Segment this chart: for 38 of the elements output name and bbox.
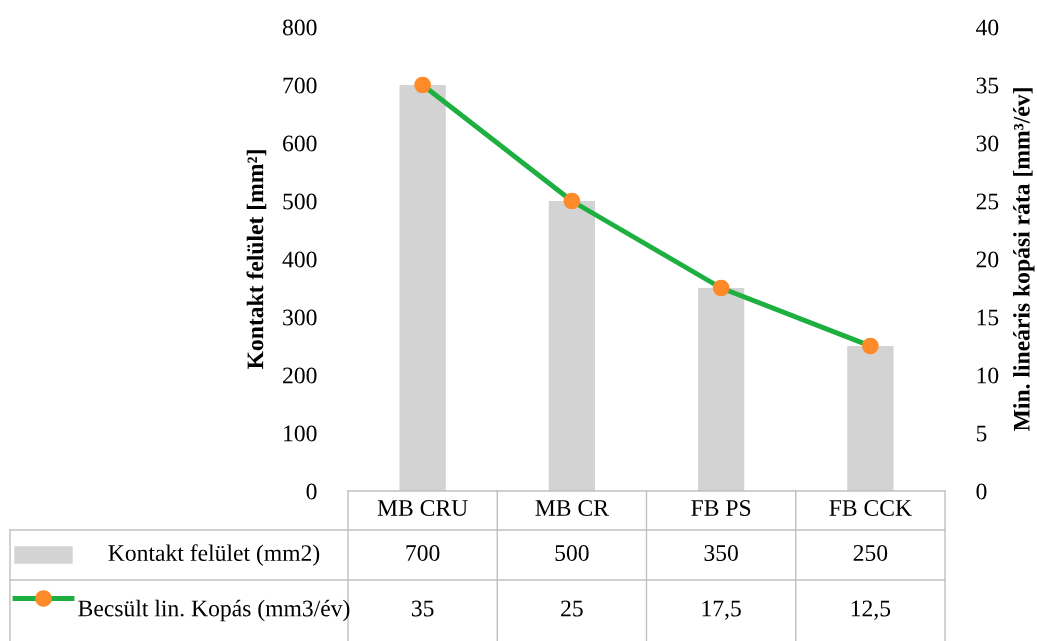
data-label: 700 [406, 544, 440, 561]
y-tick-label: 0 [306, 483, 317, 500]
y-tick-label: 300 [283, 309, 317, 326]
y2-tick-label: 30 [976, 135, 999, 152]
data-label: 12,5 [851, 600, 891, 620]
data-label: 500 [555, 544, 589, 561]
y-tick-label: 400 [282, 251, 317, 268]
x-tick-label: MB CRU [377, 500, 468, 516]
data-label: 17,5 [702, 600, 741, 620]
x-tick-label: FB PS [691, 500, 751, 516]
bar [548, 201, 596, 491]
y2-tick-label: 5 [976, 425, 987, 442]
y-tick-label: 800 [282, 19, 317, 36]
y2-tick-label: 20 [976, 251, 999, 268]
y2-tick-label: 15 [977, 309, 999, 326]
data-label: 350 [704, 544, 738, 561]
x-tick-label: FB CCK [829, 500, 912, 516]
y2-tick-label: 35 [976, 77, 999, 94]
data-label: 35 [411, 600, 434, 617]
legend-label: Kontakt felület (mm2) [108, 544, 320, 566]
data-label: 25 [561, 600, 583, 617]
y-tick-label: 500 [283, 193, 317, 210]
y2-tick-label: 0 [976, 483, 987, 500]
bar [697, 288, 745, 491]
y2-tick-label: 40 [976, 19, 999, 36]
legend-label: Becsült lin. Kopás (mm3/év) [78, 599, 350, 622]
y-tick-label: 600 [283, 135, 317, 152]
x-tick-label: MB CR [535, 500, 609, 516]
y-axis-title: Kontakt felület [mm²] [246, 150, 267, 370]
bar [847, 346, 894, 491]
y-tick-label: 100 [284, 425, 317, 442]
bar [399, 85, 446, 491]
y-tick-label: 200 [283, 367, 317, 384]
y2-tick-label: 25 [976, 193, 999, 210]
data-label: 250 [853, 544, 888, 561]
y2-tick-label: 10 [977, 367, 999, 384]
y2-axis-title: Min. lineáris kopási ráta [mm³/év] [1013, 88, 1035, 432]
y-tick-label: 700 [283, 77, 317, 94]
